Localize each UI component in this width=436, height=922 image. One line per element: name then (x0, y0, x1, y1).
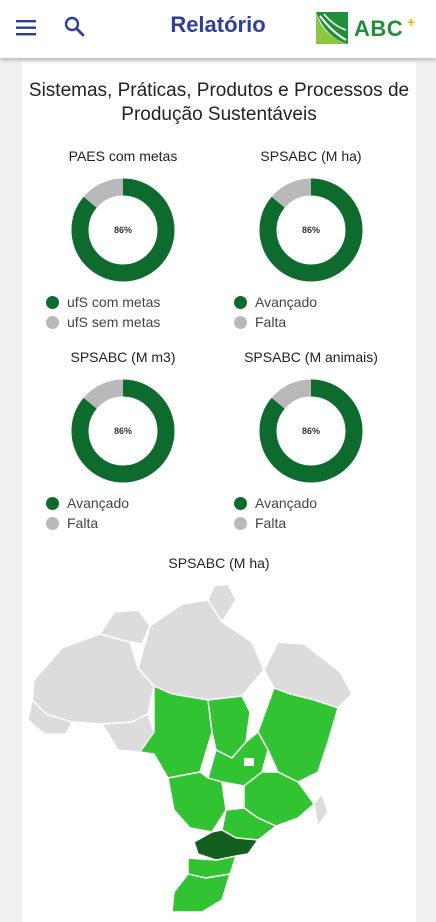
map-region-southeast-gray (313, 792, 329, 828)
chart-spsabc-m-ha: SPSABC (M ha) 86% Avançado Falta (216, 148, 406, 338)
map-region-acre (27, 698, 73, 735)
chart-title: SPSABC (M m3) (70, 349, 176, 365)
chart-title: PAES com metas (68, 148, 178, 164)
legend-dot (46, 496, 59, 510)
chart-legend: Avançado Falta (234, 493, 317, 533)
legend-label: Avançado (255, 294, 318, 310)
donut-center-label: 86% (113, 225, 132, 235)
app-bar: Relatório ABC + (0, 0, 436, 58)
donut-chart (71, 178, 175, 282)
legend-label: ufS com metas (67, 294, 161, 310)
map-region-rio-grande-do-sul (171, 873, 232, 912)
abc-logo: ABC + (312, 8, 424, 48)
legend-dot (46, 295, 59, 309)
map-region-para (137, 599, 265, 701)
report-card: Sistemas, Práticas, Produtos e Processos… (22, 62, 416, 922)
legend-label: Avançado (255, 495, 318, 511)
map-region-amazonas (31, 633, 155, 725)
chart-legend: ufS com metas ufS sem metas (46, 292, 160, 332)
menu-icon (16, 20, 36, 36)
section-title: Sistemas, Práticas, Produtos e Processos… (28, 80, 410, 125)
legend-item: Falta (46, 513, 129, 533)
map-region-minas-gerais (243, 771, 315, 827)
search-button[interactable] (62, 14, 88, 40)
map-region-distrito-federal (244, 758, 254, 766)
donut-chart (259, 178, 363, 282)
donut-chart (259, 379, 363, 483)
legend-label: Falta (67, 515, 99, 531)
chart-spsabc-m-m3: SPSABC (M m3) 86% Avançado Falta (28, 349, 218, 539)
chart-legend: Avançado Falta (46, 493, 129, 533)
menu-button[interactable] (14, 16, 40, 40)
legend-dot (234, 496, 247, 510)
legend-item: Avançado (46, 493, 129, 513)
chart-title: SPSABC (M ha) (260, 148, 362, 164)
logo-plus: + (407, 14, 416, 30)
legend-label: Falta (255, 515, 287, 531)
legend-item: Avançado (234, 493, 317, 513)
map-region-mato-grosso-do-sul (167, 771, 227, 833)
map-region-parana (193, 829, 260, 861)
chart-spsabc-m-animais: SPSABC (M animais) 86% Avançado Falta (216, 349, 406, 539)
donut-center-label: 86% (301, 426, 320, 436)
map-title: SPSABC (M ha) (168, 555, 270, 571)
donut-achieved (259, 379, 363, 483)
donut-center-label: 86% (113, 426, 132, 436)
legend-label: Avançado (67, 495, 130, 511)
legend-item: ufS sem metas (46, 312, 160, 332)
chart-paes-com-metas: PAES com metas 86% ufS com metas ufS sem… (28, 148, 218, 338)
donut-center-label: 86% (301, 225, 320, 235)
donut-achieved (71, 379, 175, 483)
chart-legend: Avançado Falta (234, 292, 317, 332)
brazil-map (27, 583, 353, 912)
legend-item: Falta (234, 513, 317, 533)
donut-achieved (71, 178, 175, 282)
legend-dot (46, 315, 59, 329)
legend-dot (234, 315, 247, 329)
legend-item: ufS com metas (46, 292, 160, 312)
legend-label: Falta (255, 314, 287, 330)
legend-label: ufS sem metas (67, 314, 161, 330)
chart-title: SPSABC (M animais) (244, 349, 378, 365)
leaf-logo-icon (316, 12, 348, 44)
map-region-amapa (207, 583, 237, 624)
donut-chart (71, 379, 175, 483)
legend-dot (46, 516, 59, 530)
legend-item: Falta (234, 312, 317, 332)
legend-dot (234, 295, 247, 309)
logo-text: ABC (354, 16, 404, 41)
legend-item: Avançado (234, 292, 317, 312)
legend-dot (234, 516, 247, 530)
search-icon (64, 16, 85, 37)
donut-achieved (259, 178, 363, 282)
